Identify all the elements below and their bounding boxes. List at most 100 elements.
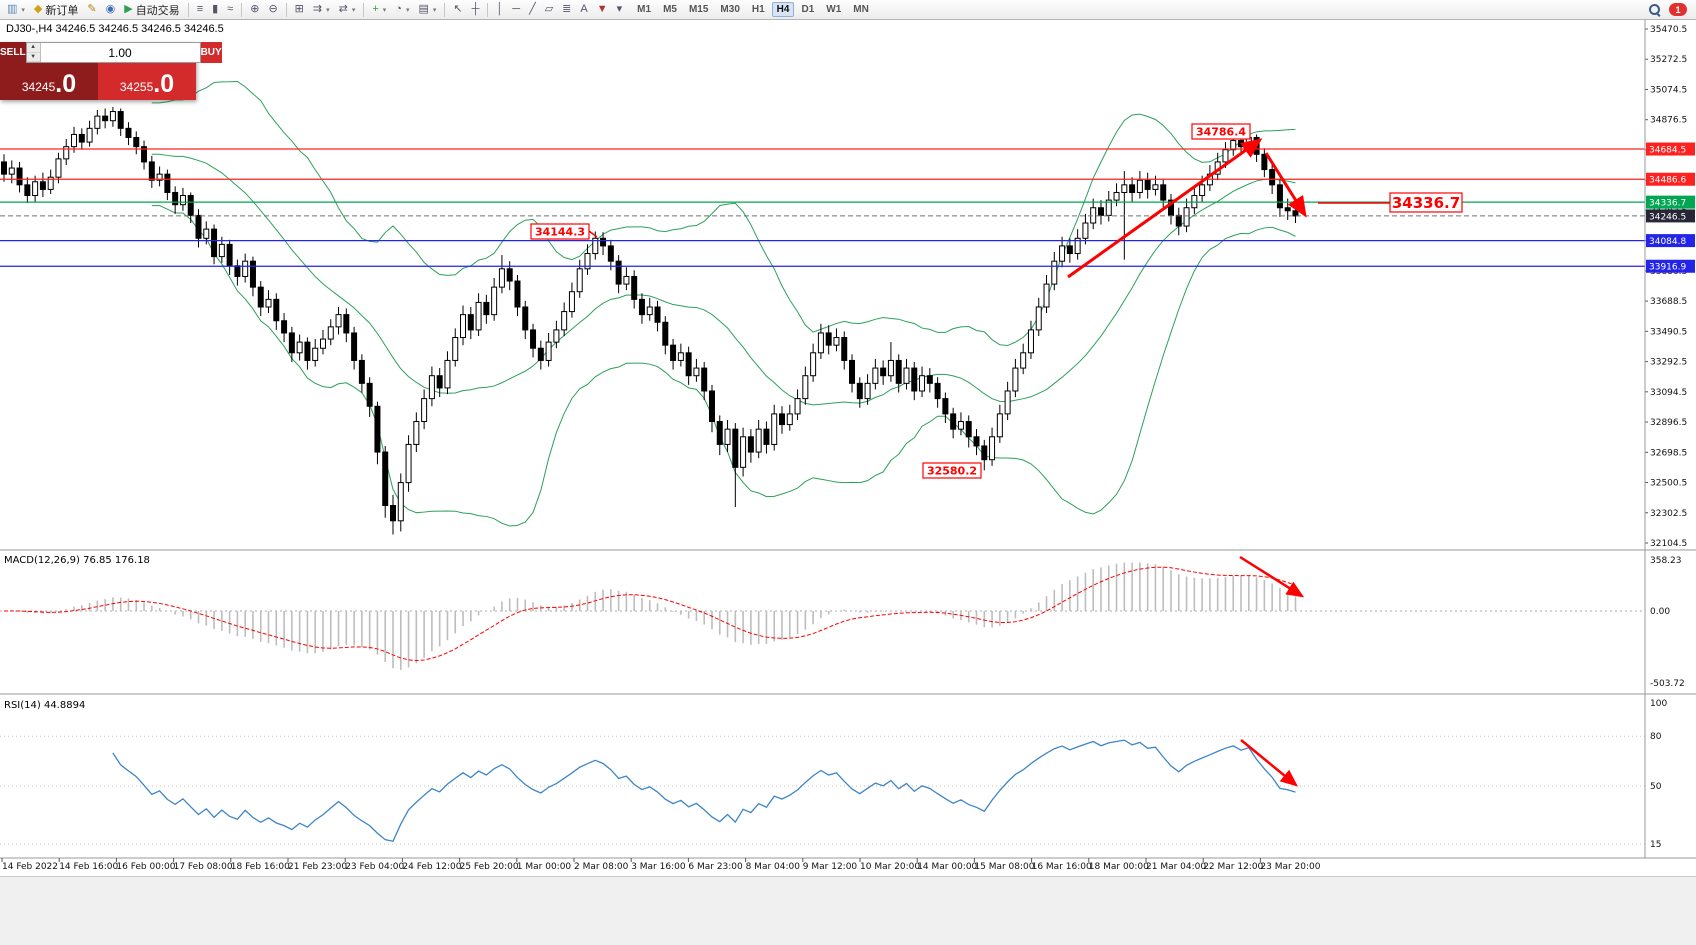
toolbar-separator bbox=[285, 2, 287, 17]
price-axis-badges: 34684.5 34486.6 34336.7 34084.8 33916.9 34246… bbox=[1646, 142, 1695, 273]
trend-arrow[interactable] bbox=[1240, 739, 1298, 787]
price-badge-34084.8 bbox=[1646, 234, 1695, 248]
zoom-out-icon-glyph: ⊖ bbox=[268, 3, 278, 15]
buy-price[interactable]: 34255.0 bbox=[98, 63, 196, 100]
stepper-down-icon[interactable]: ▼ bbox=[26, 52, 40, 62]
svg-text:8 Mar 04:00: 8 Mar 04:00 bbox=[746, 862, 801, 872]
profile-icon-glyph: ◉ bbox=[105, 3, 116, 15]
new-chart-icon[interactable]: ▥ ▾ bbox=[3, 1, 29, 19]
periods-icon[interactable]: ◔ ▾ bbox=[391, 1, 413, 19]
svg-text:14 Mar 00:00: 14 Mar 00:00 bbox=[917, 862, 977, 872]
price-axis[interactable] bbox=[1645, 20, 1696, 858]
zoom-in-icon-glyph: ⊕ bbox=[250, 3, 260, 15]
svg-text:50: 50 bbox=[1650, 782, 1662, 792]
volume-input[interactable] bbox=[40, 43, 200, 62]
sell-button[interactable]: SELL bbox=[0, 42, 26, 63]
trendline-icon[interactable]: ╱ bbox=[525, 1, 540, 19]
macd-panel: MACD(12,26,9) 76.85 176.18 358.23 0.00 -503… bbox=[0, 555, 1685, 689]
toolbar-separator bbox=[444, 2, 446, 17]
price-label-box[interactable] bbox=[530, 223, 590, 240]
profile-icon[interactable]: ◉ bbox=[102, 1, 120, 19]
price-label-box[interactable] bbox=[922, 462, 982, 479]
vertical-line-icon[interactable]: │ bbox=[492, 1, 507, 19]
timeframe-m30[interactable]: M30 bbox=[720, 4, 740, 15]
new-order-button-label: 新订单 bbox=[45, 4, 79, 17]
timeframe-w1[interactable]: W1 bbox=[826, 4, 842, 15]
line-chart-icon[interactable]: ≈ bbox=[223, 1, 237, 19]
periods-icon-glyph: ◔ bbox=[395, 3, 402, 15]
cursor-icon-glyph: ↖ bbox=[453, 3, 463, 15]
sell-price[interactable]: 34245.0 bbox=[0, 63, 98, 100]
svg-text:33490.5: 33490.5 bbox=[1650, 327, 1687, 337]
svg-text:34084.8: 34084.8 bbox=[1649, 237, 1686, 247]
rsi-line bbox=[112, 739, 1296, 842]
timeframe-m15[interactable]: M15 bbox=[688, 4, 709, 15]
svg-text:34684.5: 34684.5 bbox=[1649, 146, 1686, 156]
timeframe-h4[interactable]: H4 bbox=[771, 2, 795, 17]
channel-icon[interactable]: ▱ bbox=[541, 1, 557, 19]
stepper-up-icon[interactable]: ▲ bbox=[26, 43, 40, 53]
panel-separators[interactable] bbox=[0, 20, 1696, 859]
auto-scroll-icon[interactable]: ⇉ ▾ bbox=[309, 1, 334, 19]
svg-text:16 Feb 00:00: 16 Feb 00:00 bbox=[116, 862, 175, 872]
arrows-tool-icon-glyph: ▼ bbox=[596, 3, 608, 15]
rsi-label: RSI(14) 44.8894 bbox=[4, 700, 85, 711]
metaeditor-icon[interactable]: ✎ bbox=[83, 1, 100, 19]
svg-text:1 Mar 00:00: 1 Mar 00:00 bbox=[517, 862, 572, 872]
new-order-button[interactable]: ◆ 新订单 bbox=[30, 1, 82, 19]
cursor-icon[interactable]: ↖ bbox=[449, 1, 466, 19]
tile-windows-icon[interactable]: ⊞ bbox=[291, 1, 308, 19]
tile-windows-icon-glyph: ⊞ bbox=[294, 3, 304, 15]
trend-arrow[interactable] bbox=[1239, 555, 1305, 598]
text-tool-icon[interactable]: A bbox=[576, 1, 591, 19]
dropdown-arrow-icon: ▾ bbox=[382, 6, 387, 14]
horizontal-lines[interactable] bbox=[0, 148, 1645, 267]
svg-text:358.23: 358.23 bbox=[1650, 556, 1682, 566]
indicators-icon[interactable]: + ▾ bbox=[368, 1, 390, 19]
price-label-box[interactable] bbox=[1191, 123, 1251, 140]
annotation-connector[interactable] bbox=[588, 230, 598, 238]
svg-text:22 Mar 12:00: 22 Mar 12:00 bbox=[1203, 862, 1263, 872]
horizontal-line-icon[interactable]: ─ bbox=[508, 1, 524, 19]
auto-scroll-icon-glyph: ⇉ bbox=[312, 3, 323, 15]
chart-shift-icon[interactable]: ⇄ ▾ bbox=[335, 1, 360, 19]
toolbar-separator bbox=[363, 2, 365, 17]
dropdown-arrow-icon: ▾ bbox=[405, 6, 410, 14]
svg-text:14 Feb 16:00: 14 Feb 16:00 bbox=[59, 862, 118, 872]
timeframe-h1[interactable]: H1 bbox=[751, 4, 765, 15]
notification-badge[interactable]: 1 bbox=[1669, 3, 1687, 16]
more-tools-icon[interactable]: ▾ bbox=[613, 1, 627, 19]
arrows-tool-icon[interactable]: ▼ bbox=[593, 1, 612, 19]
chart-area[interactable]: 35470.535272.535074.534876.534678.534480… bbox=[0, 20, 1696, 876]
zoom-in-icon[interactable]: ⊕ bbox=[246, 1, 263, 19]
fibonacci-icon[interactable]: ≣ bbox=[558, 1, 575, 19]
templates-icon[interactable]: ▤ ▾ bbox=[414, 1, 440, 19]
timeframe-mn[interactable]: MN bbox=[853, 4, 869, 15]
search-icon[interactable] bbox=[1648, 3, 1661, 16]
svg-text:32302.5: 32302.5 bbox=[1650, 509, 1687, 519]
volume-stepper[interactable]: ▲ ▼ bbox=[26, 43, 41, 62]
price-badge-34336.7 bbox=[1646, 195, 1695, 209]
chart-annotations[interactable]: 34786.4 34144.3 32580.2 34336.7 bbox=[530, 123, 1463, 787]
crosshair-icon[interactable]: ┼ bbox=[468, 1, 484, 19]
svg-text:100: 100 bbox=[1650, 699, 1667, 709]
dropdown-arrow-icon: ▾ bbox=[432, 6, 437, 14]
buy-button[interactable]: BUY bbox=[200, 42, 222, 63]
buy-price-main: 34255 bbox=[119, 80, 154, 94]
dropdown-arrow-icon: ▾ bbox=[21, 6, 25, 14]
timeframe-d1[interactable]: D1 bbox=[801, 4, 815, 15]
candlestick-chart-icon[interactable]: ▮ bbox=[208, 1, 222, 19]
svg-text:33094.5: 33094.5 bbox=[1650, 388, 1687, 398]
more-tools-icon-glyph: ▾ bbox=[616, 3, 623, 15]
price-label-box[interactable] bbox=[1389, 192, 1463, 213]
timeframe-m5[interactable]: M5 bbox=[663, 4, 677, 15]
trend-arrow[interactable] bbox=[1264, 152, 1307, 218]
bar-chart-icon[interactable]: ≡ bbox=[193, 1, 207, 19]
trend-arrow[interactable] bbox=[1067, 138, 1263, 279]
zoom-out-icon[interactable]: ⊖ bbox=[264, 1, 281, 19]
templates-icon-glyph: ▤ bbox=[418, 3, 429, 15]
svg-text:15 Mar 08:00: 15 Mar 08:00 bbox=[974, 862, 1034, 872]
timeframe-m1[interactable]: M1 bbox=[637, 4, 652, 15]
autotrading-button[interactable]: ▶ 自动交易 bbox=[120, 1, 183, 19]
